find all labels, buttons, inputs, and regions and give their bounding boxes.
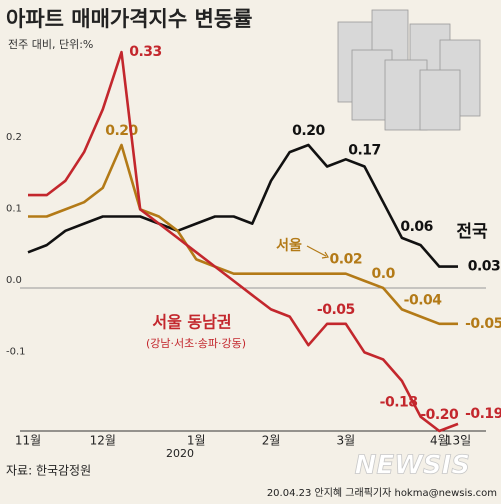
x-tick-label: 12월 [90,434,116,448]
series-arrow [306,245,327,257]
x-tick-label: 11월 [15,434,41,448]
value-label: -0.05 [465,316,501,332]
series-name: 전국 [456,222,488,242]
value-label: -0.05 [317,302,355,318]
watermark: NEWSIS [355,451,470,481]
x-tick-label: 4월 [430,434,449,448]
y-tick-label: -0.1 [6,347,26,358]
value-label: -0.19 [465,406,501,422]
value-label: 0.20 [292,123,325,139]
value-label: -0.18 [380,395,418,411]
series-line [28,143,458,326]
series-line [28,50,459,433]
value-label: -0.20 [420,407,459,423]
y-tick-label: 0.1 [6,204,22,215]
series-arrow-head [321,251,329,259]
value-label: 0.33 [129,44,162,60]
series-name: 서울 [276,237,302,254]
credit: 20.04.23 안지혜 그래픽기자 hokma@newsis.com [267,487,497,499]
series-name: 서울 동남권 [152,313,231,332]
value-label: 0.20 [105,123,138,139]
value-label: 0.0 [372,266,396,282]
value-label: 0.17 [348,142,381,158]
x-tick-label: 13일 [445,434,471,448]
value-label: 0.02 [330,252,363,268]
y-tick-label: 0.2 [6,132,22,143]
chart-title: 아파트 매매가격지수 변동률 [6,7,252,31]
series-line [27,143,458,268]
y-tick-label: 0.0 [6,275,22,286]
source: 자료: 한국감정원 [6,464,91,478]
x-sublabel: 2020 [166,447,194,460]
x-tick-label: 1월 [187,434,206,448]
x-tick-label: 3월 [336,434,355,448]
series-note: (강남·서초·송파·강동) [146,337,246,350]
chart-subtitle: 전주 대비, 단위:% [8,38,93,51]
value-label: -0.04 [404,293,443,309]
x-tick-label: 2월 [262,434,281,448]
value-label: 0.06 [400,219,433,235]
value-label: 0.03 [468,259,501,275]
buildings-illustration [337,9,481,131]
